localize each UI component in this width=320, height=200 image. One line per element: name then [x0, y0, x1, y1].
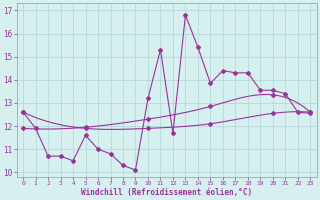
X-axis label: Windchill (Refroidissement éolien,°C): Windchill (Refroidissement éolien,°C) — [81, 188, 252, 197]
